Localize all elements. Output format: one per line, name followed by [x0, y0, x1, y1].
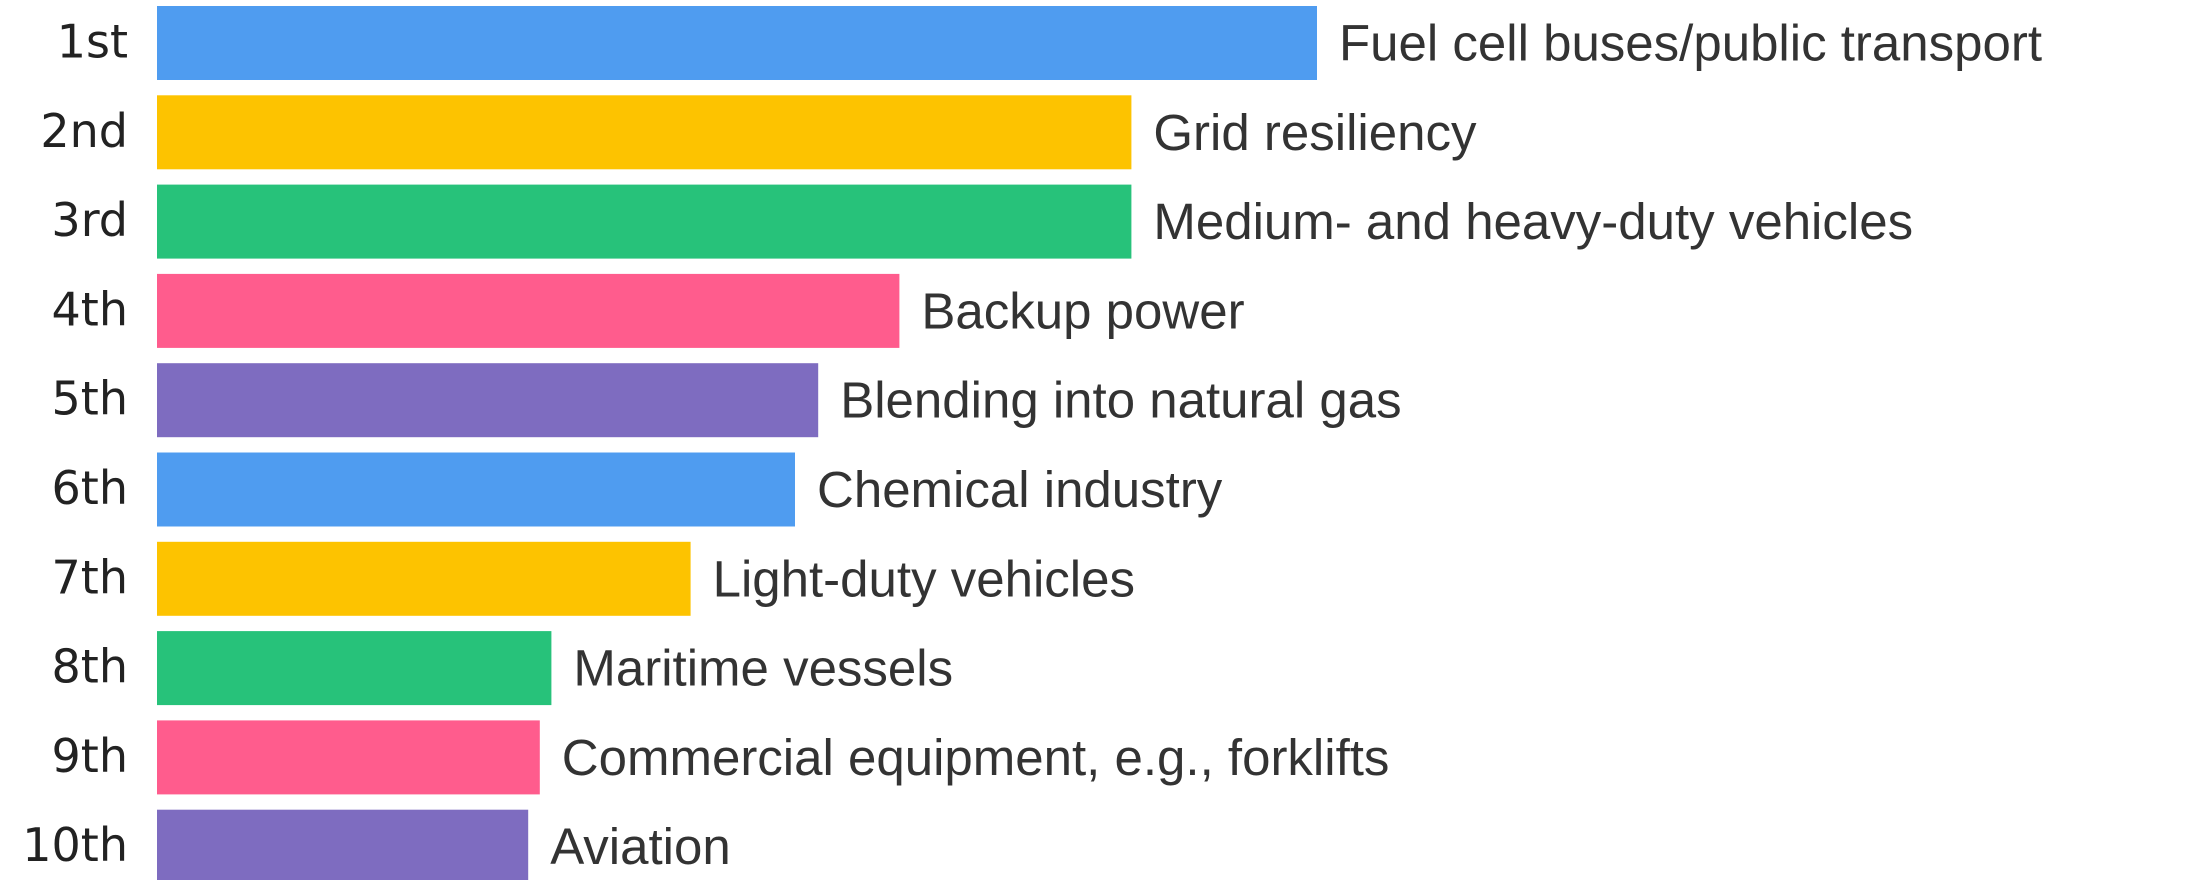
rank-label: 6th [52, 461, 128, 515]
category-label: Blending into natural gas [840, 372, 1401, 429]
bar [157, 452, 795, 527]
category-label: Commercial equipment, e.g., forklifts [562, 729, 1390, 786]
category-label: Aviation [550, 818, 731, 875]
category-label: Light-duty vehicles [713, 550, 1135, 607]
rank-label: 9th [52, 729, 128, 783]
category-label: Maritime vessels [573, 640, 953, 697]
category-label: Backup power [921, 282, 1244, 339]
category-label: Chemical industry [817, 461, 1223, 518]
rank-label: 2nd [40, 104, 128, 158]
bar [157, 363, 819, 438]
bar [157, 541, 691, 616]
category-label: Fuel cell buses/public transport [1339, 14, 2042, 71]
category-label: Medium- and heavy-duty vehicles [1153, 193, 1913, 250]
rank-label: 8th [52, 640, 128, 694]
bar [157, 720, 540, 795]
rank-label: 3rd [51, 193, 128, 247]
rank-label: 10th [22, 818, 128, 872]
rank-label: 4th [52, 282, 128, 336]
rank-label: 1st [57, 15, 128, 69]
bar [157, 6, 1317, 80]
bar [157, 184, 1132, 259]
bar [157, 631, 552, 706]
bar [157, 809, 529, 880]
bar [157, 95, 1132, 170]
bar [157, 273, 900, 348]
rank-label: 7th [52, 550, 128, 604]
rank-label: 5th [52, 372, 128, 426]
category-label: Grid resiliency [1153, 104, 1477, 161]
